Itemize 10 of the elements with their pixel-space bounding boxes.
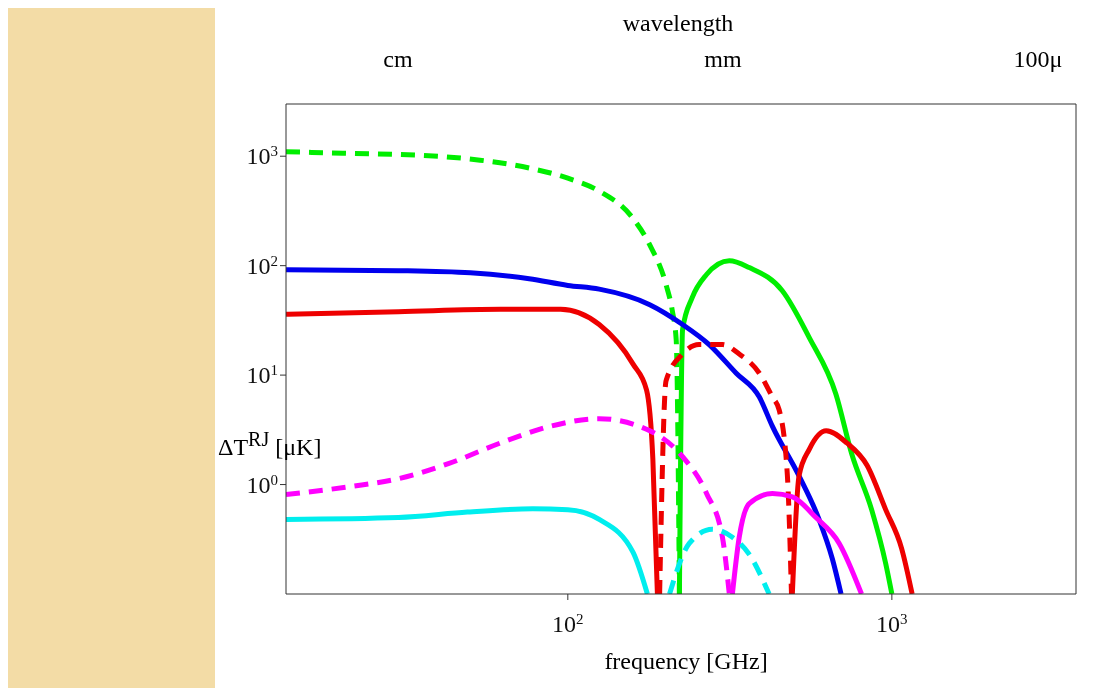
y-tick-label: 10$^{1}$ [246, 362, 278, 389]
x-axis-title: frequency [GHz] [603, 648, 769, 675]
x2-axis-title: wavelength [621, 10, 735, 37]
text: cm [382, 46, 414, 73]
y-tick-label: 10$^{3}$ [246, 143, 278, 170]
y-tick-label: 10$^{2}$ [246, 252, 278, 279]
text: mm [703, 46, 743, 73]
y-axis-title: ΔT$^{RJ}$ [μK] [218, 428, 323, 461]
text: 100μ [1012, 46, 1064, 73]
y-tick-label: 10$^{0}$ [246, 471, 278, 498]
